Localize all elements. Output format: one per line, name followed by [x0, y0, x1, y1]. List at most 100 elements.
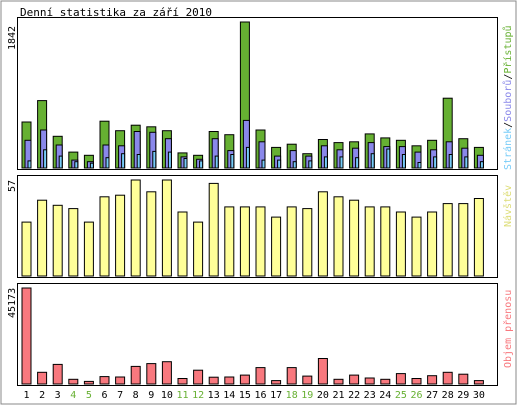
legend-slash-1: / — [503, 74, 514, 80]
bar-traffic-day-2 — [37, 371, 48, 385]
bar-stránek-day-10 — [167, 151, 172, 169]
bar-visits-day-7 — [115, 194, 126, 277]
chart-title: Denní statistika za září 2010 — [20, 6, 212, 19]
bar-traffic-day-29 — [458, 373, 469, 385]
bar-traffic-day-26 — [411, 378, 422, 385]
bar-visits-day-18 — [286, 206, 297, 277]
x-label-day-22: 22 — [348, 390, 360, 401]
x-label-day-14: 14 — [223, 390, 235, 401]
bar-stránek-day-18 — [292, 161, 297, 169]
bar-stránek-day-5 — [89, 162, 94, 169]
bar-stránek-day-4 — [74, 161, 79, 169]
bar-traffic-day-16 — [255, 367, 266, 385]
bar-traffic-day-8 — [130, 365, 141, 385]
panel-requests-ymax-label: 1842 — [7, 26, 18, 50]
bar-stránek-day-19 — [308, 160, 313, 169]
bar-visits-day-2 — [37, 199, 48, 277]
x-label-day-15: 15 — [239, 390, 251, 401]
bar-stránek-day-7 — [121, 153, 126, 169]
bar-stránek-day-12 — [199, 160, 204, 169]
bar-traffic-day-17 — [271, 380, 282, 385]
bar-visits-day-8 — [130, 179, 141, 277]
bar-traffic-day-11 — [177, 378, 188, 385]
x-label-day-26: 26 — [410, 390, 422, 401]
bar-traffic-day-10 — [161, 361, 172, 385]
bar-stránek-day-23 — [370, 153, 375, 169]
bar-stránek-day-9 — [152, 150, 157, 169]
bar-visits-day-24 — [380, 206, 391, 277]
bar-traffic-day-23 — [364, 377, 375, 385]
bar-traffic-day-9 — [146, 363, 157, 385]
x-label-day-9: 9 — [148, 390, 154, 401]
panel-requests-legend: Stránek/Souborů/Přístupů — [502, 25, 514, 170]
panel-visits-ymax-label: 57 — [7, 180, 18, 192]
bar-traffic-day-25 — [395, 373, 406, 385]
bar-traffic-day-30 — [473, 380, 484, 385]
x-label-day-7: 7 — [117, 390, 123, 401]
panel-visits-frame — [17, 175, 498, 278]
bar-visits-day-15 — [239, 206, 250, 277]
x-label-day-25: 25 — [395, 390, 407, 401]
bar-visits-day-20 — [317, 191, 328, 277]
bar-visits-day-19 — [302, 208, 313, 277]
bar-visits-day-30 — [473, 198, 484, 277]
bar-stránek-day-2 — [43, 149, 48, 169]
x-label-day-3: 3 — [55, 390, 61, 401]
legend-pristupu: Přístupů — [502, 25, 514, 73]
bar-visits-day-3 — [52, 204, 63, 277]
x-label-day-28: 28 — [442, 390, 454, 401]
bar-stránek-day-16 — [261, 159, 266, 169]
bar-visits-day-12 — [193, 221, 204, 277]
x-label-day-23: 23 — [364, 390, 376, 401]
bar-traffic-day-4 — [68, 378, 79, 385]
bar-stránek-day-30 — [479, 161, 484, 169]
bar-traffic-day-18 — [286, 367, 297, 385]
x-label-day-13: 13 — [208, 390, 220, 401]
bar-visits-day-26 — [411, 216, 422, 277]
x-label-day-18: 18 — [286, 390, 298, 401]
bar-stránek-day-27 — [433, 156, 438, 169]
panel-traffic-ymax-label: 45173 — [7, 288, 18, 318]
x-label-day-27: 27 — [426, 390, 438, 401]
x-label-day-2: 2 — [39, 390, 45, 401]
bar-traffic-day-28 — [442, 371, 453, 385]
bar-traffic-day-3 — [52, 363, 63, 385]
bar-traffic-day-13 — [208, 376, 219, 385]
bar-traffic-day-1 — [21, 287, 32, 385]
bar-stránek-day-28 — [448, 154, 453, 169]
x-label-day-19: 19 — [301, 390, 313, 401]
bar-visits-day-4 — [68, 208, 79, 277]
bar-traffic-day-22 — [349, 374, 360, 385]
bar-visits-day-27 — [427, 211, 438, 277]
bar-traffic-day-19 — [302, 375, 313, 385]
x-label-day-5: 5 — [86, 390, 92, 401]
bar-stránek-day-25 — [401, 154, 406, 169]
bar-stránek-day-21 — [339, 156, 344, 169]
bar-stránek-day-8 — [136, 154, 141, 169]
bar-visits-day-23 — [364, 206, 375, 277]
bar-visits-day-11 — [177, 211, 188, 277]
x-label-day-12: 12 — [192, 390, 204, 401]
bar-stránek-day-20 — [323, 156, 328, 169]
bar-visits-day-16 — [255, 206, 266, 277]
bar-visits-day-6 — [99, 196, 110, 277]
bars-layer — [21, 21, 484, 385]
bar-traffic-day-20 — [317, 358, 328, 385]
bar-visits-day-10 — [161, 179, 172, 277]
bar-visits-day-17 — [271, 216, 282, 277]
bar-traffic-day-24 — [380, 378, 391, 385]
bar-visits-day-22 — [349, 199, 360, 277]
panel-traffic-legend: Objem přenosu — [502, 290, 514, 368]
bar-stránek-day-29 — [464, 156, 469, 169]
bar-visits-day-5 — [83, 221, 94, 277]
legend-stranek: Stránek — [502, 128, 514, 170]
legend-souboru: Souborů — [502, 80, 514, 122]
x-label-day-8: 8 — [133, 390, 139, 401]
x-axis-labels: 1 2 3 4 5 6 7 8 9 10 11 12 13 14 15 16 17 18 19 20 21 22 23 24 2… — [23, 390, 484, 401]
bar-traffic-day-7 — [115, 376, 126, 385]
bar-visits-day-14 — [224, 206, 235, 277]
bar-traffic-day-27 — [427, 375, 438, 385]
bar-traffic-day-21 — [333, 378, 344, 385]
